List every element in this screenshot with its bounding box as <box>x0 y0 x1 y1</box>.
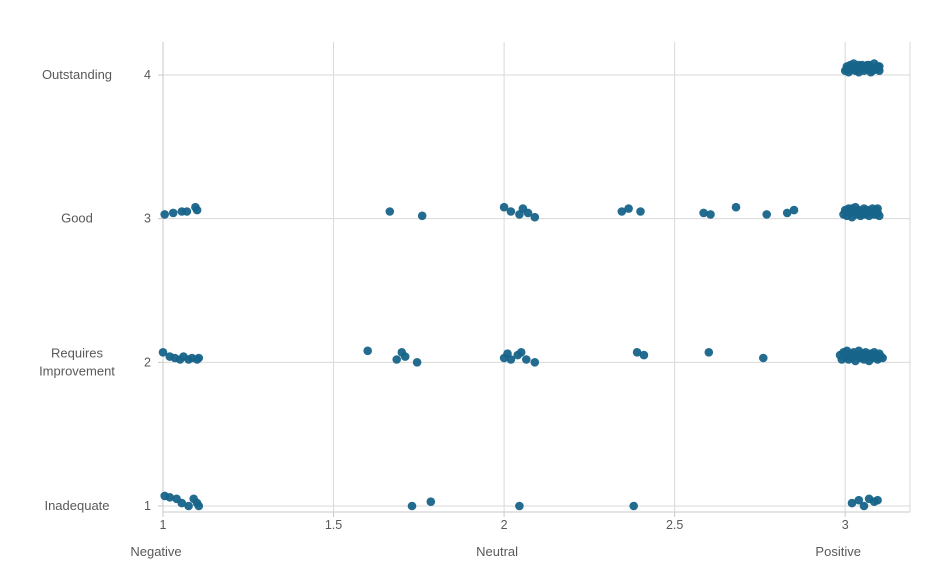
x-tick-label: 2.5 <box>666 518 683 532</box>
data-point <box>782 208 792 218</box>
data-point <box>864 65 874 74</box>
data-point <box>160 210 169 219</box>
data-point <box>168 208 178 218</box>
data-point <box>522 355 531 364</box>
data-point <box>516 348 526 357</box>
y-tick-label: 4 <box>144 68 151 82</box>
y-category-label: Requires Improvement <box>39 345 115 378</box>
data-point <box>530 358 540 367</box>
data-point <box>762 210 771 219</box>
data-point <box>617 207 627 216</box>
x-tick-label: 2 <box>501 518 508 532</box>
axes <box>158 42 910 517</box>
data-point <box>624 204 633 213</box>
data-point <box>499 202 509 212</box>
scatter-points <box>158 59 887 511</box>
y-tick-label: 2 <box>144 355 151 369</box>
data-point <box>873 495 882 505</box>
data-point <box>194 353 204 363</box>
x-tick-label: 3 <box>842 518 849 532</box>
x-tick-label: 1.5 <box>325 518 342 532</box>
data-point <box>165 493 175 502</box>
data-point <box>699 208 708 218</box>
data-point <box>194 501 204 511</box>
gridlines <box>162 42 911 512</box>
data-point <box>636 207 645 216</box>
data-point <box>177 498 187 508</box>
y-category-label: Outstanding <box>42 67 112 82</box>
x-category-label: Negative <box>130 544 181 559</box>
x-category-label: Positive <box>815 544 861 559</box>
y-tick-label: 3 <box>144 212 151 226</box>
data-point <box>844 63 853 73</box>
data-point <box>847 350 857 360</box>
data-point <box>400 352 410 361</box>
data-point <box>523 208 533 218</box>
x-category-label: Neutral <box>476 544 518 559</box>
y-tick-label: 1 <box>144 499 151 513</box>
data-point <box>392 355 402 364</box>
data-point <box>704 348 714 357</box>
data-point <box>506 355 516 364</box>
data-point <box>859 501 869 511</box>
data-point <box>506 207 516 216</box>
y-category-label: Inadequate <box>44 498 109 513</box>
data-point <box>851 207 860 216</box>
axis-labels: 1 1.5 2 2.5 3 Negative Neutral Positive 1 2 3 4 Outs… <box>39 67 861 559</box>
data-point <box>639 350 649 360</box>
data-point <box>868 350 877 360</box>
data-point <box>363 346 373 356</box>
data-point <box>385 207 395 216</box>
data-point <box>182 207 192 216</box>
data-point <box>158 348 168 357</box>
data-point <box>412 358 422 367</box>
y-category-label: Good <box>61 211 93 226</box>
data-point <box>840 349 850 359</box>
data-point <box>192 205 202 215</box>
data-point <box>759 353 768 363</box>
data-point <box>184 501 193 511</box>
data-point <box>875 353 884 363</box>
data-point <box>407 501 417 511</box>
data-point <box>854 60 864 70</box>
data-point <box>861 350 870 360</box>
x-tick-label: 1 <box>160 518 167 532</box>
data-point <box>530 212 540 222</box>
data-point <box>789 205 799 215</box>
data-point <box>854 495 864 505</box>
data-point <box>871 210 881 219</box>
data-point <box>875 62 884 71</box>
data-point <box>861 207 870 216</box>
data-point <box>847 498 857 508</box>
data-point <box>632 348 642 357</box>
data-point <box>854 352 864 361</box>
data-point <box>706 210 715 219</box>
data-point <box>417 211 427 221</box>
data-point <box>426 497 436 507</box>
data-point <box>629 501 638 511</box>
data-point <box>731 202 741 212</box>
data-point <box>515 501 524 511</box>
